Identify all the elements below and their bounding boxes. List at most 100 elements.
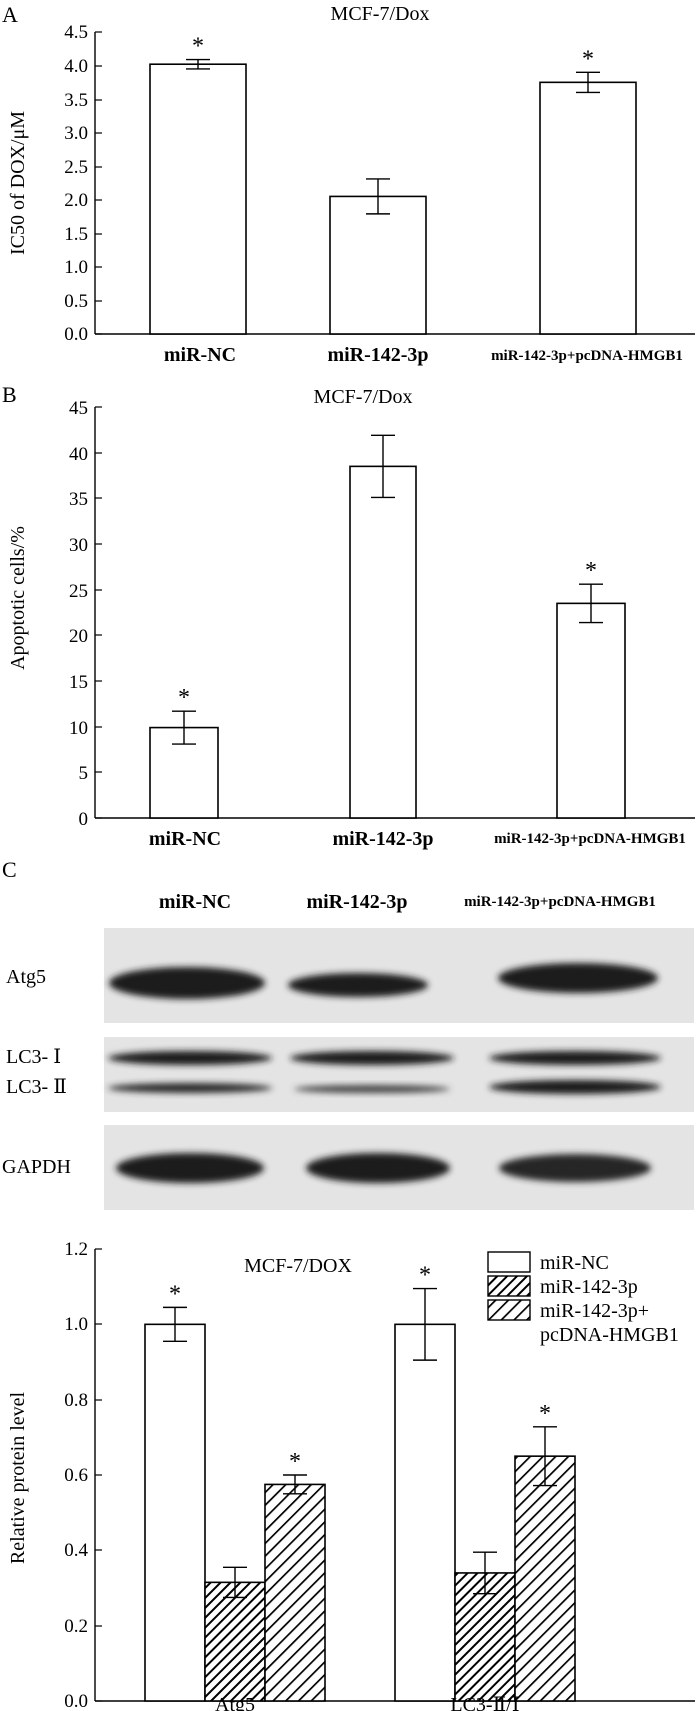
panel-c-bar-mir-142-3p xyxy=(204,1581,266,1702)
panel-b-category-label: miR-142-3p xyxy=(332,828,433,850)
panel-a-ytick-label: 4.5 xyxy=(64,22,88,43)
panel-a-title: MCF-7/Dox xyxy=(331,3,430,25)
panel-b-significance: * xyxy=(585,558,597,584)
panel-c-bar-mir-nc xyxy=(394,1323,456,1702)
panel-b-ytick: 10 xyxy=(69,718,102,739)
panel-b-ytick: 35 xyxy=(69,489,102,510)
panel-a-error-bar xyxy=(186,58,210,70)
panel-a-bar xyxy=(149,63,247,335)
panel-b-ytick-label: 30 xyxy=(69,535,88,556)
blot-row-atg5: Atg5 xyxy=(6,928,694,1023)
panel-c-ytick: 1.0 xyxy=(64,1314,102,1335)
legend-swatch xyxy=(487,1299,531,1321)
panel-a-ytick: 4.0 xyxy=(64,56,102,77)
panel-b-ytick: 5 xyxy=(79,763,102,784)
blot-row-label: LC3- Ⅰ xyxy=(6,1046,61,1068)
panel-a-category-label: miR-142-3p+pcDNA-HMGB1 xyxy=(491,348,683,364)
blot-band xyxy=(499,1154,651,1182)
blot-lane-label: miR-142-3p xyxy=(306,891,407,913)
panel-a-ytick: 1.5 xyxy=(64,224,102,245)
panel-a-ytick: 4.5 xyxy=(64,22,102,43)
panel-a-bar xyxy=(329,195,427,335)
panel-b-ytick-label: 15 xyxy=(69,672,88,693)
panel-c-ytick-label: 0.4 xyxy=(64,1540,88,1561)
panel-c-ytick: 0.2 xyxy=(64,1616,102,1637)
panel-c-ytick: 0.4 xyxy=(64,1540,102,1561)
blot-row-gapdh: GAPDH xyxy=(2,1125,694,1210)
panel-a-ytick: 0.5 xyxy=(64,291,102,312)
panel-b-yticks: 0 5 10 15 20 25 30 35 40 45 xyxy=(69,398,102,830)
panel-c-significance: * xyxy=(419,1263,431,1289)
panel-c-significance: * xyxy=(539,1401,551,1427)
blot-band xyxy=(489,1051,661,1065)
panel-a-bar-group: * xyxy=(149,34,247,335)
panel-c-chart: MCF-7/DOX Relative protein level 0.0 0.2… xyxy=(7,1239,695,1711)
panel-a-category-label: miR-NC xyxy=(164,344,236,366)
panel-b-error-bar xyxy=(172,710,196,745)
panel-c-title: MCF-7/DOX xyxy=(244,1255,352,1277)
panel-c-error-bar xyxy=(473,1551,497,1595)
panel-a-ytick-label: 0.5 xyxy=(64,291,88,312)
panel-a-letter: A xyxy=(2,2,18,27)
panel-a-bar-group: * xyxy=(539,46,637,335)
panel-a-ytick-label: 2.0 xyxy=(64,190,88,211)
panel-b-bar xyxy=(149,726,219,819)
panel-c-error-bar xyxy=(413,1287,437,1361)
panel-b-ytick: 20 xyxy=(69,626,102,647)
panel-b-error-bar xyxy=(579,583,603,624)
panel-c-error-bar xyxy=(533,1426,557,1487)
legend-swatch xyxy=(487,1251,531,1273)
legend-label: pcDNA-HMGB1 xyxy=(540,1324,679,1346)
panel-b-ytick-label: 35 xyxy=(69,489,88,510)
legend-label: miR-142-3p+ xyxy=(540,1300,649,1322)
panel-c-ytick-label: 0.0 xyxy=(64,1691,88,1711)
panel-c-bar-mir-142-3p-pcdna-hmgb1 xyxy=(264,1483,326,1702)
panel-b: B MCF-7/Dox Apoptotic cells/% 0 5 10 15 … xyxy=(2,382,695,850)
panel-b-bars: * * xyxy=(149,434,626,819)
blot-lane-label: miR-NC xyxy=(159,891,231,913)
panel-c-error-bar xyxy=(223,1566,247,1599)
panel-b-category-label: miR-142-3p+pcDNA-HMGB1 xyxy=(494,831,686,847)
blot-band xyxy=(306,1153,450,1183)
panel-a-bar xyxy=(539,81,637,335)
legend-swatch xyxy=(487,1275,531,1297)
panel-c-ytick: 0.8 xyxy=(64,1390,102,1411)
panel-b-ytick-label: 20 xyxy=(69,626,88,647)
panel-c-ytick-label: 1.2 xyxy=(64,1239,88,1260)
blot-band xyxy=(489,1080,661,1094)
panel-b-ytick-label: 40 xyxy=(69,444,88,465)
panel-b-bar xyxy=(556,602,626,819)
panel-c-bars: * * * * xyxy=(144,1263,576,1702)
blot-band xyxy=(116,1153,264,1183)
panel-a-ytick: 1.0 xyxy=(64,257,102,278)
panel-a-error-bar xyxy=(576,71,600,94)
panel-a-ytick: 2.0 xyxy=(64,190,102,211)
panel-c-yticks: 0.0 0.2 0.4 0.6 0.8 1.0 1.2 xyxy=(64,1239,102,1711)
panel-b-bar-group: * xyxy=(556,558,626,819)
panel-c-category-label: LC3-Ⅱ/Ⅰ xyxy=(450,1694,519,1711)
panel-a: A MCF-7/Dox IC50 of DOX/μM 0.0 0.5 1.0 1… xyxy=(2,2,695,366)
blot-strip xyxy=(104,1037,694,1112)
blot-row-label: GAPDH xyxy=(2,1156,71,1178)
legend-item-mir-nc: miR-NC xyxy=(487,1251,609,1274)
panel-c-blot: C miR-NC miR-142-3p miR-142-3p+pcDNA-HMG… xyxy=(2,857,694,1210)
panel-b-ytick: 25 xyxy=(69,581,102,602)
blot-lane-label: miR-142-3p+pcDNA-HMGB1 xyxy=(464,894,656,910)
panel-b-letter: B xyxy=(2,382,17,407)
panel-c-ytick-label: 0.8 xyxy=(64,1390,88,1411)
panel-a-category-label: miR-142-3p xyxy=(327,344,428,366)
blot-band xyxy=(108,1083,272,1093)
panel-c-error-bar xyxy=(163,1306,187,1342)
panel-c-letter: C xyxy=(2,857,17,882)
panel-a-ytick: 0.0 xyxy=(64,324,102,345)
panel-a-ytick-label: 3.5 xyxy=(64,90,88,111)
panel-a-ytick-label: 1.5 xyxy=(64,224,88,245)
panel-a-ytick-label: 4.0 xyxy=(64,56,88,77)
panel-b-ytick-label: 0 xyxy=(79,809,89,830)
panel-a-error-bar xyxy=(366,178,390,215)
blot-band xyxy=(290,1051,454,1065)
panel-b-bar-group: * xyxy=(149,685,219,819)
panel-c-significance: * xyxy=(169,1281,181,1307)
legend-item-mir-142-3p: miR-142-3p xyxy=(487,1275,638,1298)
panel-a-ylabel: IC50 of DOX/μM xyxy=(7,111,29,255)
